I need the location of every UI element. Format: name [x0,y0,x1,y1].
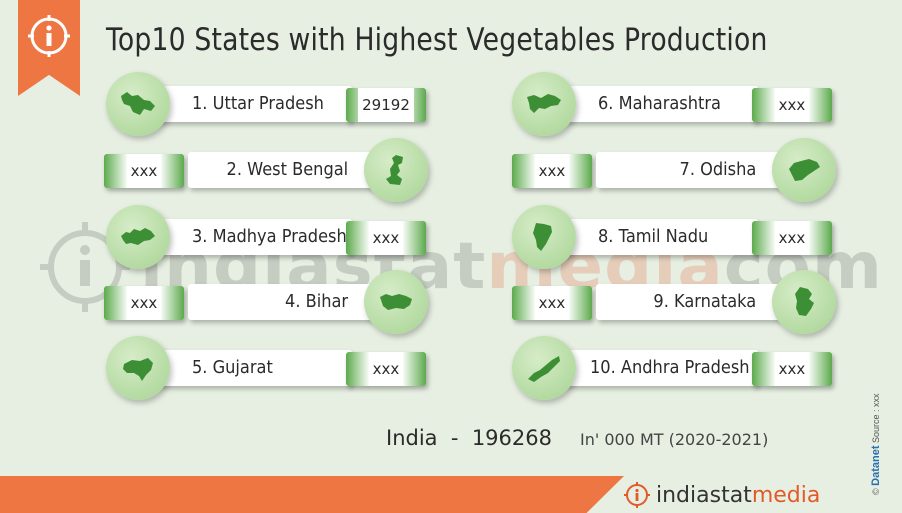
info-ribbon [18,0,80,96]
state-row-3: 3. Madhya Pradesh xxx [106,205,432,269]
state-value: xxx [104,286,184,320]
karnataka-map-icon [772,270,836,334]
gujarat-map-icon [106,336,170,400]
state-label: 1. Uttar Pradesh [192,93,324,114]
state-label: 9. Karnataka [653,291,756,312]
state-row-8: 8. Tamil Nadu xxx [512,205,838,269]
page-title: Top10 States with Highest Vegetables Pro… [106,22,768,58]
state-label: 8. Tamil Nadu [598,226,709,247]
footer-band [0,476,624,513]
state-row-7: xxx 7. Odisha [512,138,838,202]
state-value: 29192 [346,88,426,122]
state-label: 7. Odisha [679,159,756,180]
state-label: 2. West Bengal [226,159,348,180]
west-bengal-map-icon [364,138,428,202]
madhya-pradesh-map-icon [106,205,170,269]
logo-info-icon [624,482,650,508]
state-value: xxx [104,154,184,188]
state-label: 5. Gujarat [192,357,273,378]
state-value: xxx [752,88,832,122]
india-total: India - 196268 In' 000 MT (2020-2021) [386,426,768,450]
maharashtra-map-icon [512,72,576,136]
state-row-4: xxx 4. Bihar [104,270,430,334]
state-value: xxx [752,221,832,255]
tamil-nadu-map-icon [512,205,576,269]
state-label: 6. Maharashtra [598,93,721,114]
state-label: 10. Andhra Pradesh [590,357,750,378]
state-label: 4. Bihar [284,291,348,312]
state-row-1: 1. Uttar Pradesh 29192 [106,72,432,136]
state-row-2: xxx 2. West Bengal [104,138,430,202]
total-label: India - 196268 [386,426,552,450]
footer: indiastatmedia [0,476,902,513]
state-value: xxx [512,154,592,188]
bihar-map-icon [364,270,428,334]
total-unit: In' 000 MT (2020-2021) [579,430,769,449]
state-value: xxx [512,286,592,320]
state-value: xxx [346,352,426,386]
state-value: xxx [752,352,832,386]
footer-logo: indiastatmedia [624,481,820,509]
andhra-pradesh-map-icon [512,336,576,400]
state-label: 3. Madhya Pradesh [192,226,347,247]
source-text: Source : xxx [871,393,881,443]
state-value: xxx [346,221,426,255]
state-row-5: 5. Gujarat xxx [106,336,432,400]
odisha-map-icon [772,138,836,202]
uttar-pradesh-map-icon [106,72,170,136]
state-row-6: 6. Maharashtra xxx [512,72,838,136]
info-icon [28,15,70,57]
state-row-9: xxx 9. Karnataka [512,270,838,334]
state-row-10: 10. Andhra Pradesh xxx [512,336,838,400]
